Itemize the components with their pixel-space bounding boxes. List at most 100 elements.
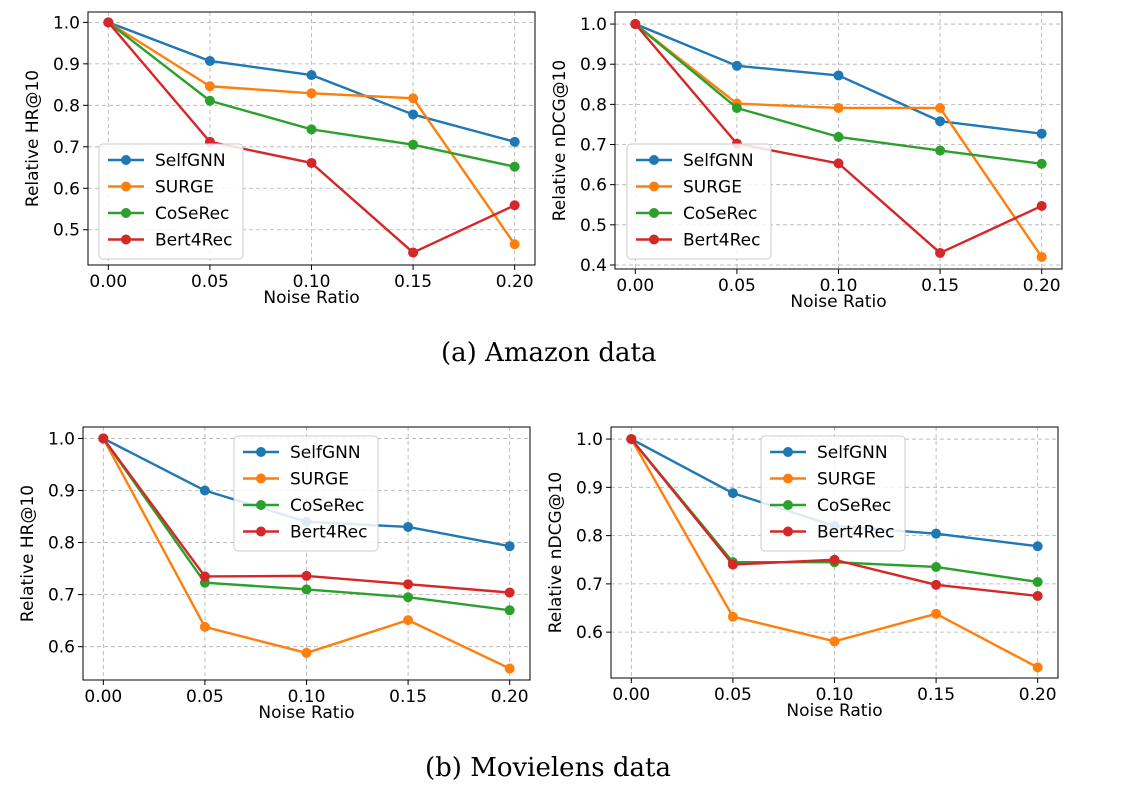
- legend-label-coserec: CoSeRec: [683, 204, 757, 224]
- y-tick-label: 0.9: [576, 478, 603, 498]
- x-tick-label: 0.10: [816, 685, 854, 705]
- amazon-hr-chart: 0.00 0.05 0.10 0.15 0.20 0.5 0.6 0.7 0.8 0.9 1.0 No…: [23, 11, 536, 308]
- data-point-bert4rec: [408, 247, 419, 258]
- y-tick-label: 0.6: [580, 176, 607, 196]
- legend-label-coserec: CoSeRec: [155, 204, 229, 224]
- x-tick-label: 0.05: [186, 687, 224, 707]
- y-tick-label: 0.7: [53, 138, 80, 158]
- y-axis-label: Relative nDCG@10: [546, 472, 566, 634]
- y-axis-label: Relative HR@10: [18, 485, 38, 622]
- data-point-surge: [301, 647, 312, 658]
- data-point-coserec: [301, 584, 312, 595]
- data-point-bert4rec: [630, 19, 641, 30]
- y-tick-label: 0.7: [576, 575, 603, 595]
- data-point-coserec: [504, 605, 515, 616]
- data-point-selfgnn: [727, 488, 738, 499]
- amazon-ndcg-chart: 0.00 0.05 0.10 0.15 0.20 0.4 0.5 0.6 0.7 0.8 0.9 1.…: [550, 11, 1063, 312]
- x-tick-label: 0.05: [718, 276, 756, 296]
- x-tick-label: 0.20: [496, 272, 534, 292]
- legend-swatch-marker: [256, 500, 266, 510]
- movielens-ndcg-chart: 0.00 0.05 0.10 0.15 0.20 0.6 0.7 0.8 0.9 1.0 Noise…: [546, 426, 1059, 721]
- data-point-surge: [829, 636, 840, 647]
- x-tick-label: 0.05: [191, 272, 229, 292]
- legend-swatch-marker: [649, 234, 659, 245]
- y-tick-label: 0.8: [53, 96, 80, 116]
- legend-swatch-marker: [256, 447, 266, 457]
- y-tick-label: 0.5: [580, 216, 607, 236]
- x-axis-label: Noise Ratio: [790, 292, 886, 312]
- data-point-selfgnn: [504, 541, 515, 552]
- data-point-surge: [403, 615, 414, 626]
- legend-label-surge: SURGE: [817, 470, 876, 490]
- legend-label-selfgnn: SelfGNN: [290, 443, 361, 463]
- legend-box: [760, 435, 906, 552]
- data-point-coserec: [833, 131, 844, 142]
- x-tick-label: 0.00: [84, 687, 122, 707]
- y-tick-label: 0.7: [48, 586, 75, 606]
- data-point-selfgnn: [931, 528, 942, 539]
- legend-box: [626, 143, 772, 260]
- y-axis-label: Relative HR@10: [23, 70, 43, 207]
- legend-swatch-marker: [649, 155, 659, 165]
- data-point-coserec: [403, 592, 414, 603]
- data-point-bert4rec: [1032, 590, 1043, 601]
- data-point-surge: [1032, 662, 1043, 673]
- data-point-coserec: [1032, 576, 1043, 587]
- caption-movielens: (b) Movielens data: [425, 753, 672, 783]
- data-point-surge: [935, 102, 946, 113]
- data-point-coserec: [1036, 158, 1047, 169]
- data-point-selfgnn: [408, 109, 419, 120]
- legend-swatch-marker: [256, 526, 266, 537]
- data-point-bert4rec: [1036, 200, 1047, 211]
- data-point-surge: [204, 81, 215, 92]
- data-point-bert4rec: [829, 554, 840, 565]
- data-point-selfgnn: [731, 60, 742, 71]
- legend-swatch-marker: [783, 447, 793, 457]
- data-point-bert4rec: [103, 17, 114, 28]
- y-tick-label: 0.6: [576, 623, 603, 643]
- data-point-coserec: [935, 145, 946, 156]
- x-tick-label: 0.10: [293, 272, 331, 292]
- x-tick-label: 0.20: [1019, 685, 1057, 705]
- data-point-bert4rec: [509, 200, 520, 211]
- data-point-bert4rec: [626, 434, 637, 445]
- x-tick-label: 0.15: [917, 685, 955, 705]
- legend-label-selfgnn: SelfGNN: [683, 151, 754, 171]
- x-axis-label: Noise Ratio: [786, 701, 882, 721]
- x-tick-label: 0.00: [89, 272, 127, 292]
- data-point-coserec: [408, 139, 419, 150]
- legend-label-surge: SURGE: [155, 178, 214, 198]
- legend-box: [233, 435, 379, 552]
- legend-label-bert4rec: Bert4Rec: [290, 523, 367, 543]
- x-tick-label: 0.15: [921, 276, 959, 296]
- y-tick-label: 1.0: [53, 13, 80, 33]
- data-point-selfgnn: [833, 70, 844, 81]
- data-point-bert4rec: [98, 433, 109, 444]
- legend-swatch-marker: [256, 473, 266, 484]
- data-point-bert4rec: [833, 158, 844, 169]
- data-point-bert4rec: [727, 559, 738, 570]
- x-axis-label: Noise Ratio: [258, 703, 354, 723]
- y-tick-label: 0.4: [580, 256, 607, 276]
- x-tick-label: 0.20: [491, 687, 529, 707]
- legend-swatch-marker: [121, 155, 131, 165]
- data-point-bert4rec: [504, 587, 515, 598]
- y-tick-label: 0.9: [53, 55, 80, 75]
- data-point-surge: [931, 608, 942, 619]
- x-tick-label: 0.15: [389, 687, 427, 707]
- data-point-bert4rec: [199, 571, 210, 582]
- data-point-selfgnn: [1036, 128, 1047, 139]
- data-point-surge: [727, 611, 738, 622]
- data-point-coserec: [731, 102, 742, 113]
- legend-swatch-marker: [649, 208, 659, 218]
- x-tick-label: 0.20: [1023, 276, 1061, 296]
- data-point-coserec: [931, 561, 942, 572]
- data-point-surge: [408, 93, 419, 104]
- y-tick-label: 0.8: [576, 527, 603, 547]
- legend-label-surge: SURGE: [683, 178, 742, 198]
- legend-swatch-marker: [783, 473, 793, 484]
- data-point-coserec: [306, 124, 317, 135]
- legend-swatch-marker: [121, 181, 131, 192]
- data-point-bert4rec: [935, 247, 946, 258]
- legend-swatch-marker: [121, 234, 131, 245]
